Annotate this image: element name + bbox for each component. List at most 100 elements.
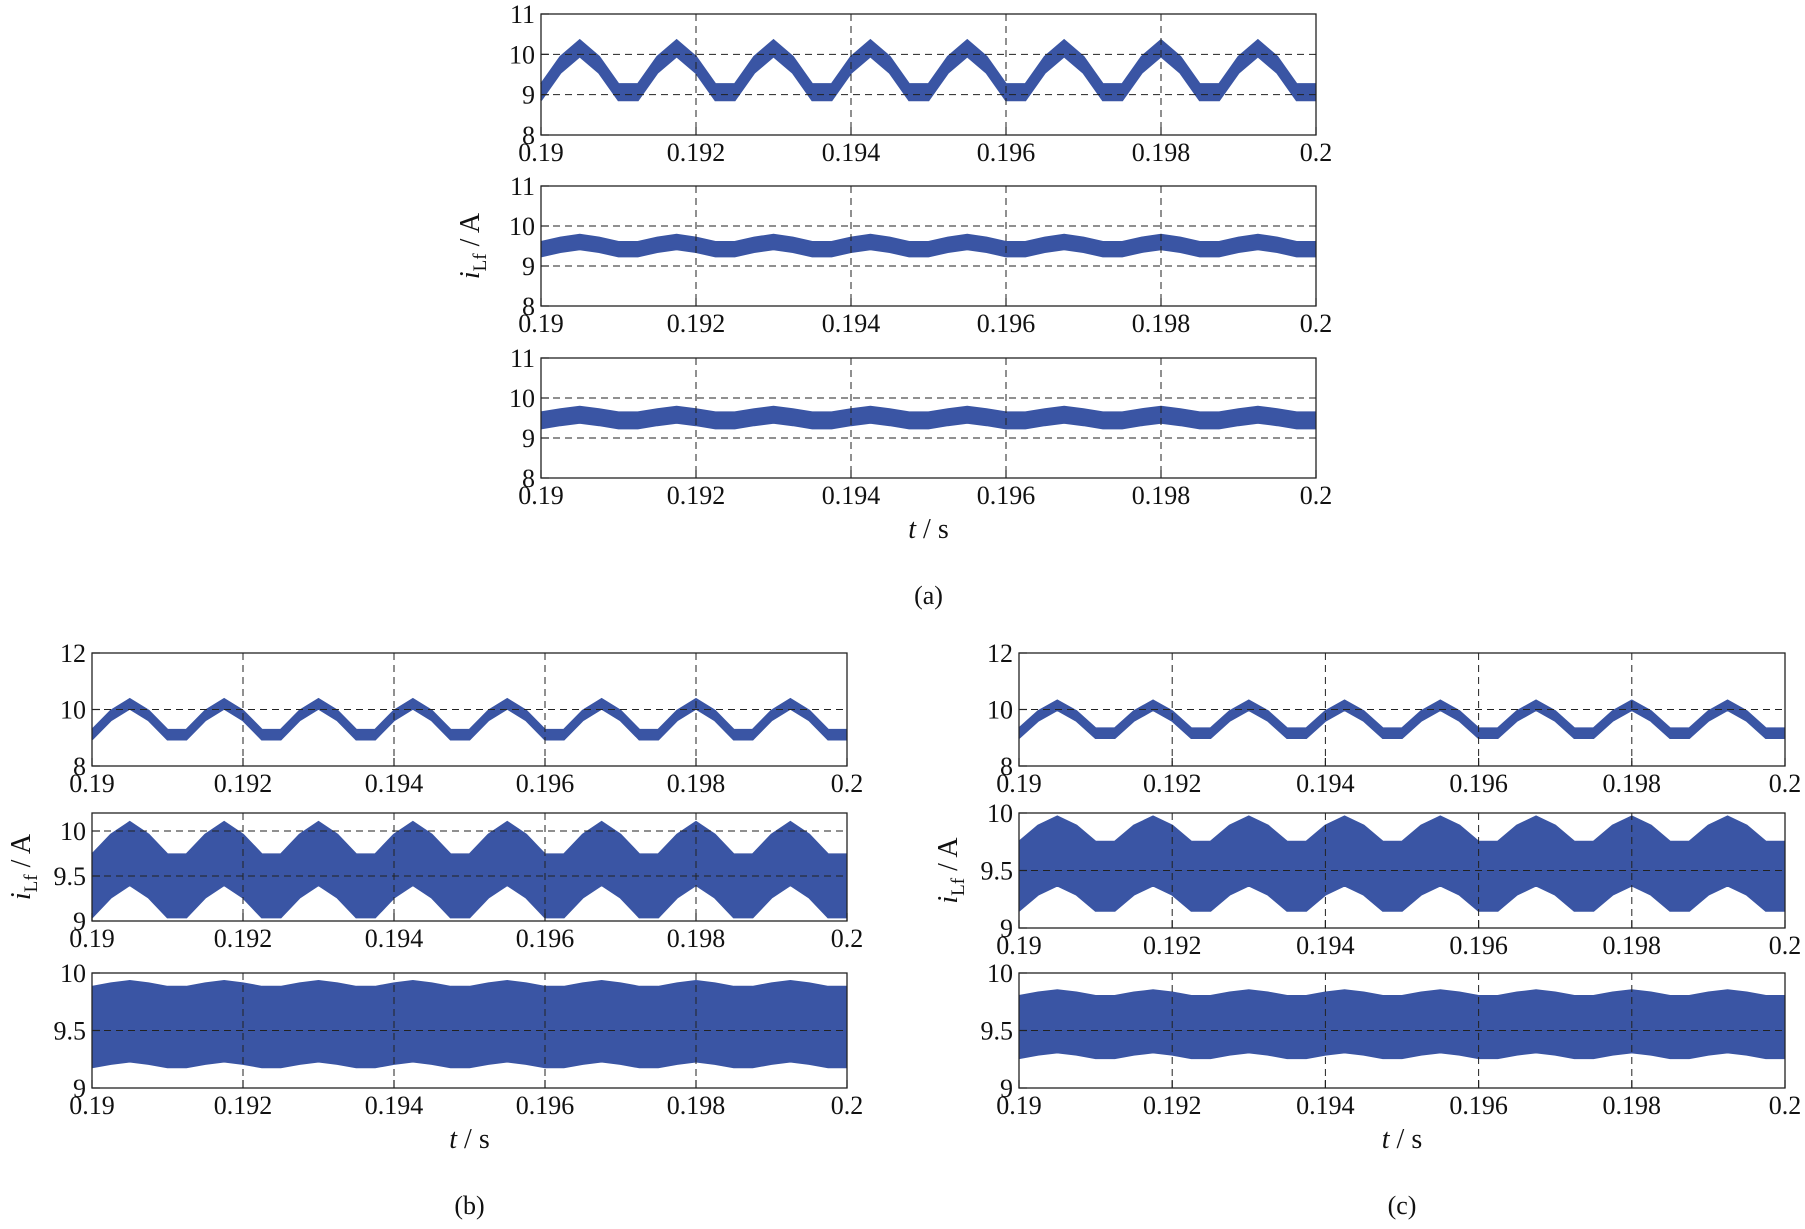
plot-frame: [540, 13, 1317, 136]
x-tick-label: 0.198: [1132, 481, 1191, 510]
y-tick-label: 8: [522, 292, 535, 321]
x-tick-label: 0.198: [667, 924, 726, 953]
y-axis-label: iLf / A: [455, 212, 491, 279]
x-tick-label: 0.192: [1143, 769, 1202, 798]
x-tick-label: 0.194: [365, 924, 424, 953]
y-label-subscript: Lf: [948, 877, 969, 896]
band: [541, 40, 1316, 101]
x-label-unit: / s: [1390, 1124, 1423, 1155]
x-label-symbol: t: [908, 514, 917, 545]
x-label-unit: / s: [457, 1124, 490, 1155]
x-tick-label: 0.2: [1300, 481, 1333, 510]
y-tick-label: 10: [509, 384, 535, 413]
upper-edge: [91, 980, 847, 988]
x-tick-label: 0.198: [1132, 309, 1191, 338]
x-tick-label: 0.194: [822, 481, 881, 510]
x-tick-label: 0.2: [831, 1091, 864, 1120]
lower-edge: [540, 248, 1316, 258]
x-tick-label: 0.19: [69, 769, 115, 798]
x-tick-label: 0.196: [516, 924, 575, 953]
lower-edge: [540, 55, 1316, 102]
y-tick-label: 8: [1000, 752, 1013, 781]
y-tick-label: 9.5: [54, 1017, 87, 1046]
x-tick-label: 0.198: [1603, 769, 1662, 798]
y-tick-label: 9.5: [981, 1017, 1014, 1046]
x-tick-label: 0.196: [977, 138, 1036, 167]
caption: (a): [914, 581, 943, 610]
x-tick-label: 0.194: [1296, 1091, 1355, 1120]
y-tick-label: 11: [510, 344, 535, 373]
lower-edge: [91, 1060, 847, 1069]
y-tick-label: 9: [73, 1074, 86, 1103]
x-tick-label: 0.194: [1296, 769, 1355, 798]
x-label-symbol: t: [1382, 1124, 1391, 1155]
y-label-unit: / A: [933, 837, 964, 878]
plot-frame: [91, 812, 848, 922]
lower-edge: [91, 707, 847, 741]
x-tick-label: 0.194: [822, 309, 881, 338]
y-tick-label: 10: [60, 959, 86, 988]
y-tick-label: 12: [987, 639, 1013, 668]
x-tick-label: 0.198: [1132, 138, 1191, 167]
y-tick-label: 8: [73, 752, 86, 781]
band: [1019, 700, 1785, 739]
x-tick-label: 0.19: [518, 481, 564, 510]
x-tick-label: 0.192: [667, 138, 726, 167]
y-tick-label: 11: [510, 0, 535, 29]
x-tick-label: 0.198: [1603, 931, 1662, 960]
x-tick-label: 0.196: [1449, 769, 1508, 798]
y-tick-label: 10: [987, 799, 1013, 828]
x-tick-label: 0.194: [822, 138, 881, 167]
x-tick-label: 0.2: [1769, 931, 1802, 960]
x-tick-label: 0.2: [831, 769, 864, 798]
band: [92, 822, 847, 918]
band: [1019, 990, 1785, 1059]
y-tick-label: 9: [522, 252, 535, 281]
x-tick-label: 0.196: [977, 309, 1036, 338]
upper-edge: [540, 233, 1316, 243]
upper-edge: [1018, 815, 1785, 843]
x-tick-label: 0.198: [667, 1091, 726, 1120]
y-tick-label: 9: [1000, 1074, 1013, 1103]
x-tick-label: 0.192: [214, 924, 273, 953]
plot-frame: [1018, 972, 1786, 1089]
lower-edge: [1018, 884, 1785, 912]
plot-frame: [1018, 812, 1786, 929]
upper-edge: [1018, 989, 1785, 997]
x-tick-label: 0.2: [1769, 769, 1802, 798]
x-tick-label: 0.19: [518, 138, 564, 167]
y-label-subscript: Lf: [21, 874, 42, 893]
x-tick-label: 0.194: [365, 769, 424, 798]
y-tick-label: 9: [1000, 914, 1013, 943]
y-tick-label: 9: [522, 424, 535, 453]
y-axis-label: iLf / A: [933, 837, 969, 904]
x-tick-label: 0.196: [1449, 1091, 1508, 1120]
x-axis-label: t / s: [908, 514, 948, 545]
plot-frame: [540, 185, 1317, 307]
y-tick-label: 9: [73, 907, 86, 936]
band: [541, 234, 1316, 257]
lower-edge: [1018, 708, 1785, 740]
y-tick-label: 10: [987, 959, 1013, 988]
x-tick-label: 0.196: [977, 481, 1036, 510]
x-tick-label: 0.19: [69, 1091, 115, 1120]
x-tick-label: 0.194: [365, 1091, 424, 1120]
x-label-unit: / s: [916, 514, 949, 545]
x-tick-label: 0.19: [69, 924, 115, 953]
y-tick-label: 10: [509, 212, 535, 241]
caption: (c): [1388, 1191, 1417, 1220]
y-label-symbol: i: [455, 271, 486, 279]
y-tick-label: 11: [510, 172, 535, 201]
y-tick-label: 12: [60, 639, 86, 668]
upper-edge: [540, 38, 1316, 86]
lower-edge: [91, 883, 847, 919]
plot-frame: [91, 972, 848, 1089]
x-tick-label: 0.192: [214, 769, 273, 798]
band: [541, 406, 1316, 429]
lower-edge: [540, 421, 1316, 430]
x-tick-label: 0.19: [996, 1091, 1042, 1120]
upper-edge: [91, 697, 847, 731]
plot-frame: [91, 652, 848, 767]
